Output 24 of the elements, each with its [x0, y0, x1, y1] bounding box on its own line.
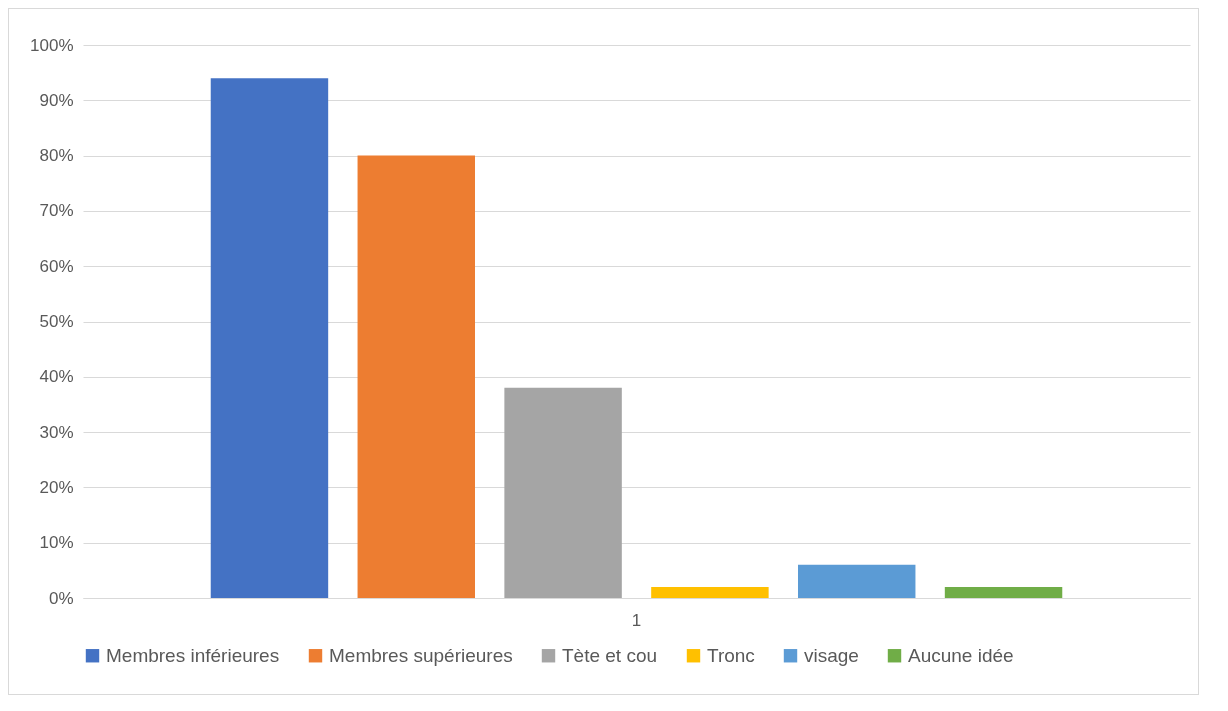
y-tick-label: 10%	[39, 533, 74, 553]
y-tick-label: 50%	[39, 312, 74, 331]
legend-label: Aucune idée	[908, 644, 1014, 666]
y-tick-label: 70%	[39, 201, 74, 221]
x-tick-label: 1	[631, 610, 642, 630]
y-tick-label: 90%	[39, 90, 74, 110]
y-tick-label: 0%	[48, 588, 74, 608]
y-tick-label: 60%	[39, 256, 74, 276]
bar	[651, 586, 769, 598]
legend-label: visage	[804, 644, 859, 666]
legend-label: Membres inférieures	[106, 644, 280, 666]
legend-label: Tronc	[707, 644, 755, 666]
y-tick-label: 80%	[39, 146, 74, 166]
bar	[357, 155, 475, 598]
bar	[944, 586, 1063, 598]
legend-label: Tète et cou	[562, 644, 658, 666]
bar	[798, 564, 916, 598]
bar	[210, 78, 329, 598]
y-tick-label: 100%	[30, 35, 74, 55]
y-tick-label: 30%	[39, 422, 74, 442]
legend-label: Membres supérieures	[329, 644, 513, 666]
bar	[504, 387, 622, 598]
y-tick-label: 40%	[39, 367, 74, 387]
y-tick-label: 20%	[39, 477, 74, 497]
